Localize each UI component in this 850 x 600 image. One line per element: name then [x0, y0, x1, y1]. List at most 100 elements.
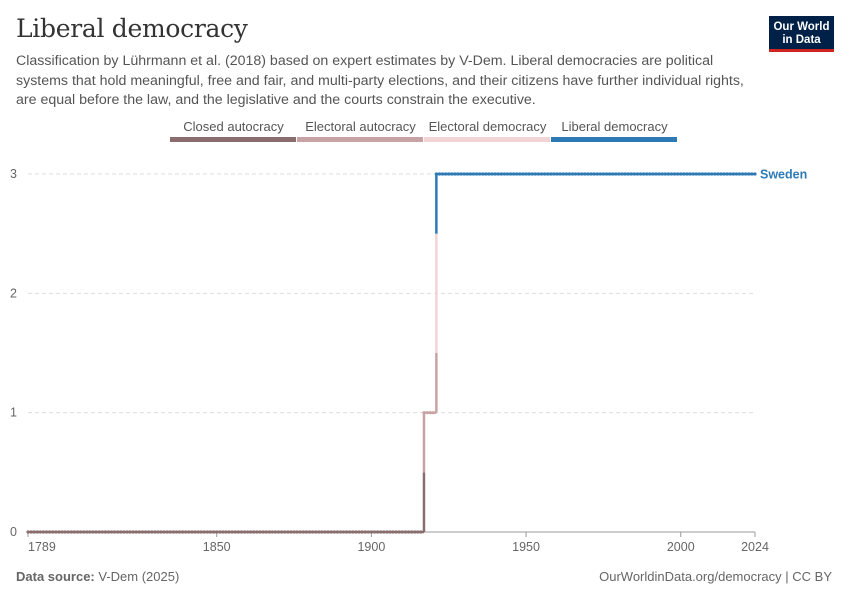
- data-point: [620, 172, 624, 176]
- data-point: [577, 172, 581, 176]
- data-point: [26, 530, 30, 534]
- data-point: [69, 530, 73, 534]
- data-point: [676, 172, 680, 176]
- data-point: [685, 172, 689, 176]
- data-point: [131, 530, 135, 534]
- data-point: [147, 530, 151, 534]
- data-point: [332, 530, 336, 534]
- data-point: [103, 530, 107, 534]
- data-point: [688, 172, 692, 176]
- data-point: [75, 530, 80, 534]
- y-tick-label: 0: [10, 525, 17, 539]
- data-point: [406, 530, 411, 534]
- data-point: [645, 172, 649, 176]
- data-point: [468, 172, 472, 176]
- data-point: [174, 530, 179, 534]
- data-point: [385, 530, 389, 534]
- data-point: [106, 530, 111, 534]
- data-point: [212, 530, 216, 534]
- data-point: [512, 172, 516, 176]
- footer-url[interactable]: OurWorldinData.org/democracy | CC BY: [599, 569, 832, 584]
- data-point: [273, 530, 278, 534]
- legend-item-electoral-democracy[interactable]: Electoral democracy: [424, 119, 551, 143]
- data-point: [44, 530, 49, 534]
- data-point: [682, 172, 686, 176]
- data-point: [623, 172, 627, 176]
- data-point: [731, 172, 735, 176]
- data-point: [487, 172, 491, 176]
- data-point: [227, 530, 231, 534]
- data-point: [150, 530, 154, 534]
- data-point: [292, 530, 296, 534]
- data-point: [654, 172, 658, 176]
- data-point: [326, 530, 330, 534]
- data-point: [642, 172, 646, 176]
- owid-logo[interactable]: Our World in Data: [769, 16, 834, 52]
- legend-label: Electoral autocracy: [305, 119, 416, 134]
- data-point: [317, 530, 321, 534]
- data-point: [205, 530, 210, 534]
- data-point: [691, 172, 695, 176]
- data-point: [617, 172, 621, 176]
- source-label: Data source:: [16, 569, 95, 584]
- data-point: [286, 530, 290, 534]
- data-point: [116, 530, 120, 534]
- legend-item-electoral-autocracy[interactable]: Electoral autocracy: [297, 119, 424, 143]
- data-point: [208, 530, 213, 534]
- data-point: [224, 530, 228, 534]
- data-point: [444, 172, 448, 176]
- data-point: [635, 172, 640, 176]
- legend-item-closed-autocracy[interactable]: Closed autocracy: [170, 119, 297, 143]
- data-point: [719, 172, 723, 176]
- data-point: [91, 530, 95, 534]
- data-point: [369, 530, 373, 534]
- data-point: [140, 530, 145, 534]
- series-points: [422, 411, 435, 415]
- legend-label: Liberal democracy: [561, 119, 668, 134]
- data-point: [422, 411, 426, 415]
- data-point: [351, 530, 355, 534]
- data-point: [171, 530, 175, 534]
- source-value[interactable]: V-Dem (2025): [98, 569, 180, 584]
- x-tick-label: 1900: [357, 540, 385, 554]
- x-tick-label: 1950: [512, 540, 540, 554]
- data-point: [419, 530, 423, 534]
- data-point: [88, 530, 92, 534]
- data-point: [345, 530, 349, 534]
- data-point: [301, 530, 305, 534]
- data-point: [608, 172, 612, 176]
- data-point: [354, 530, 358, 534]
- data-point: [100, 530, 104, 534]
- data-point: [589, 172, 593, 176]
- data-point: [85, 530, 89, 534]
- data-point: [276, 530, 281, 534]
- data-point: [614, 172, 618, 176]
- legend-item-liberal-democracy[interactable]: Liberal democracy: [551, 119, 678, 143]
- chart-subtitle: Classification by Lührmann et al. (2018)…: [16, 53, 744, 108]
- data-point: [264, 530, 268, 534]
- data-point: [666, 172, 670, 176]
- data-point: [193, 530, 197, 534]
- data-point: [38, 530, 42, 534]
- data-point: [536, 172, 541, 176]
- data-point: [734, 172, 739, 176]
- data-point: [221, 530, 225, 534]
- data-point: [181, 530, 185, 534]
- data-point: [57, 530, 61, 534]
- data-point: [490, 172, 494, 176]
- data-point: [437, 172, 442, 176]
- y-tick-label: 2: [10, 286, 17, 300]
- data-point: [143, 530, 148, 534]
- x-tick-label: 1850: [203, 540, 231, 554]
- data-point: [357, 530, 361, 534]
- data-point: [122, 530, 126, 534]
- data-point: [348, 530, 352, 534]
- data-point: [72, 530, 77, 534]
- data-point: [270, 530, 274, 534]
- data-point: [632, 172, 636, 176]
- data-point: [499, 172, 503, 176]
- data-point: [543, 172, 547, 176]
- data-point: [509, 172, 513, 176]
- x-tick-label: 2000: [667, 540, 695, 554]
- data-point: [341, 530, 346, 534]
